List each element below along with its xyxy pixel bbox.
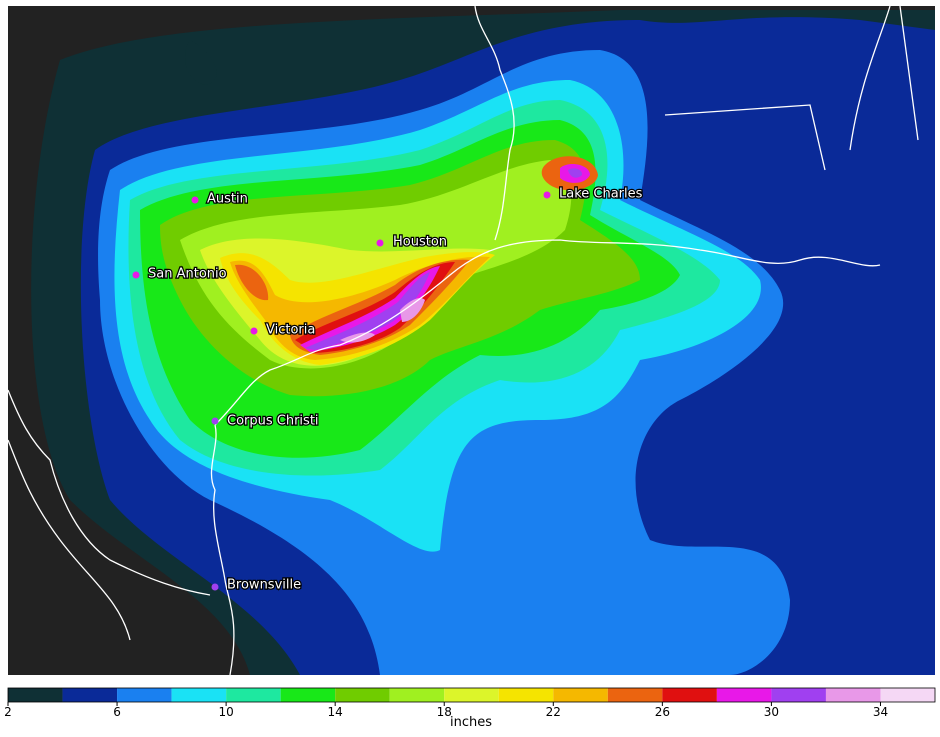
rain-30 bbox=[300, 266, 440, 352]
colorbar-tick-label: 6 bbox=[113, 705, 121, 719]
colorbar-tick-label: 22 bbox=[546, 705, 561, 719]
city-dot bbox=[250, 327, 258, 335]
city-dot bbox=[543, 191, 551, 199]
city-dot bbox=[376, 239, 384, 247]
colorbar-segment bbox=[8, 688, 63, 702]
colorbar-segment bbox=[226, 688, 281, 702]
city-label: Austin bbox=[207, 192, 248, 207]
city-dot bbox=[191, 196, 199, 204]
coastline bbox=[210, 239, 881, 676]
colorbar-tick-label: 2 bbox=[4, 705, 12, 719]
city-label: Lake Charles bbox=[559, 187, 643, 202]
city-dot bbox=[132, 271, 140, 279]
colorbar-segment bbox=[553, 688, 608, 702]
colorbar-segment bbox=[716, 688, 772, 702]
cities: Austin San Antonio Victoria Houston Lake… bbox=[132, 185, 644, 594]
colorbar-tick-label: 30 bbox=[764, 705, 779, 719]
city-label: Brownsville bbox=[227, 578, 301, 593]
city-dot bbox=[211, 583, 219, 591]
colorbar-segment bbox=[607, 688, 663, 702]
colorbar-segment bbox=[771, 688, 826, 702]
colorbar-segment bbox=[62, 688, 118, 702]
colorbar-segment bbox=[389, 688, 445, 702]
colorbar-segment bbox=[498, 688, 554, 702]
colorbar: inches 2 6 10 14 18 22 26 30 34 bbox=[4, 687, 936, 730]
city-label: Corpus Christi bbox=[227, 414, 319, 429]
colorbar-label: inches bbox=[450, 715, 492, 730]
colorbar-segment bbox=[335, 688, 390, 702]
colorbar-tick-label: 10 bbox=[218, 705, 233, 719]
colorbar-segment bbox=[171, 688, 227, 702]
colorbar-tick-label: 26 bbox=[655, 705, 670, 719]
rain-4b bbox=[185, 40, 217, 85]
city-label: Victoria bbox=[266, 323, 315, 338]
colorbar-segment bbox=[880, 688, 935, 702]
lake-charles-center bbox=[568, 168, 583, 178]
city-label: San Antonio bbox=[148, 267, 227, 282]
city-dot bbox=[211, 417, 219, 425]
colorbar-tick-label: 34 bbox=[873, 705, 888, 719]
city-label: Houston bbox=[393, 235, 447, 250]
colorbar-segment bbox=[825, 688, 881, 702]
colorbar-segment bbox=[444, 688, 499, 702]
colorbar-tick-label: 18 bbox=[437, 705, 452, 719]
colorbar-frame bbox=[7, 687, 936, 703]
colorbar-segment bbox=[662, 688, 717, 702]
rain-34 bbox=[340, 298, 425, 343]
colorbar-tick-label: 14 bbox=[328, 705, 343, 719]
map bbox=[7, 5, 936, 676]
state-border bbox=[7, 5, 919, 641]
colorbar-segment bbox=[280, 688, 336, 702]
colorbar-segment bbox=[117, 688, 172, 702]
